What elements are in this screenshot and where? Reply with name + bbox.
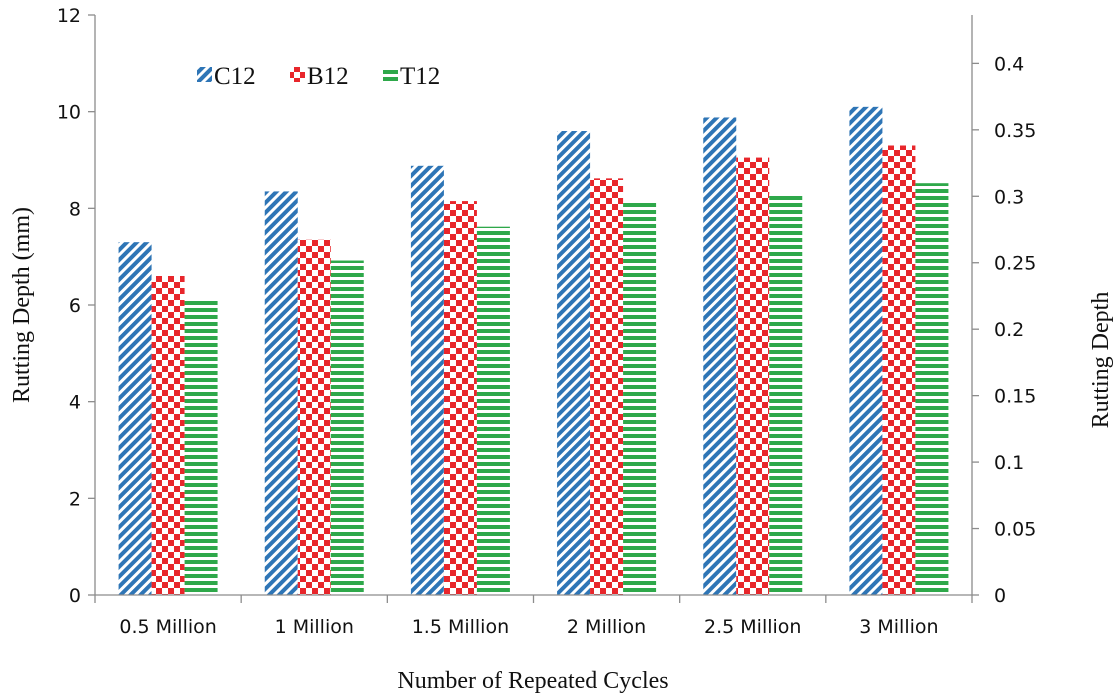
axes-layer: [94, 15, 973, 596]
y2-tick-label: 0.4: [994, 53, 1024, 75]
y2-tick-label: 0.1: [994, 452, 1024, 474]
y2-tick-label: 0: [994, 585, 1006, 607]
bar-b12-4: [736, 157, 770, 595]
x-axis-title: Number of Repeated Cycles: [397, 668, 668, 694]
y-axis-title-right: Rutting Depth: [1088, 292, 1114, 429]
bar-t12-0: [184, 300, 218, 595]
legend-swatch-c12: [197, 67, 212, 82]
bar-b12-3: [590, 178, 624, 595]
x-tick-label: 2 Million: [567, 616, 646, 638]
bar-c12-2: [410, 165, 444, 596]
y-tick-label: 0: [69, 585, 81, 607]
y2-tick-label: 0.25: [994, 253, 1036, 275]
x-tick-label: 0.5 Million: [119, 616, 216, 638]
bar-b12-2: [443, 201, 477, 595]
bar-c12-3: [557, 131, 591, 595]
x-tick-label: 1.5 Million: [412, 616, 509, 638]
bar-b12-0: [151, 276, 185, 595]
bar-c12-5: [849, 106, 883, 595]
x-tick-label: 3 Million: [859, 616, 938, 638]
y-tick-label: 10: [57, 102, 81, 124]
y-tick-label: 2: [69, 488, 81, 510]
bar-b12-5: [882, 145, 916, 595]
bar-t12-2: [476, 226, 510, 595]
bar-t12-1: [330, 260, 364, 595]
legend-label-b12: B12: [307, 63, 349, 90]
legend-label-c12: C12: [214, 63, 256, 90]
legend-swatch-t12: [383, 67, 398, 82]
x-tick-label: 1 Million: [275, 616, 354, 638]
y2-tick-label: 0.2: [994, 319, 1024, 341]
bar-c12-4: [703, 117, 737, 595]
bar-b12-1: [297, 239, 331, 595]
legend-label-t12: T12: [400, 63, 440, 90]
y2-tick-label: 0.3: [994, 186, 1024, 208]
y-tick-label: 6: [69, 295, 81, 317]
y-tick-label: 8: [69, 198, 81, 220]
y-axis-title-left: Rutting Depth (mm): [9, 207, 35, 403]
ticks-layer: 0 2 4 6 8 10 12 0 0.05 0.1 0.15 0.2 0.25 0.3 0.35 0.4 0.…: [57, 5, 1037, 638]
y2-tick-label: 0.15: [994, 386, 1036, 408]
x-tick-label: 2.5 Million: [704, 616, 801, 638]
bar-c12-0: [118, 242, 152, 596]
bar-c12-1: [264, 191, 298, 596]
bars-layer: [118, 106, 949, 596]
bar-t12-3: [623, 202, 657, 595]
legend-swatch-b12: [290, 67, 305, 82]
bar-t12-4: [769, 193, 803, 595]
legend: C12 B12 T12: [197, 63, 440, 90]
y-tick-label: 12: [57, 5, 81, 27]
y2-tick-label: 0.35: [994, 120, 1036, 142]
y2-tick-label: 0.05: [994, 519, 1036, 541]
bar-t12-5: [915, 183, 949, 595]
y-tick-label: 4: [69, 392, 81, 414]
